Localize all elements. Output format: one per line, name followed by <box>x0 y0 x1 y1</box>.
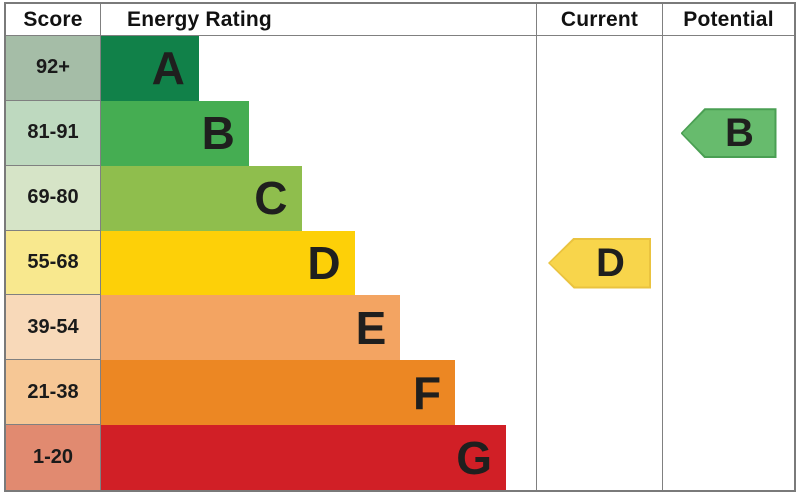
band-row-c: 69-80 C <box>6 165 794 231</box>
potential-cell-b: B <box>662 100 794 166</box>
epc-energy-rating-chart: Score Energy Rating Current Potential 92… <box>4 2 796 492</box>
current-cell-e <box>536 295 662 361</box>
energy-rating-column-header: Energy Rating <box>100 4 536 36</box>
potential-cell-f <box>662 360 794 426</box>
band-letter-f: F <box>412 366 442 419</box>
rating-bar-g: G <box>101 425 506 491</box>
current-cell-a <box>536 36 662 101</box>
potential-rating-arrow: B <box>680 108 777 159</box>
energy-cell-e: E <box>100 295 536 361</box>
band-letter-g: G <box>456 431 492 484</box>
potential-cell-d <box>662 230 794 296</box>
score-column-header: Score <box>6 4 100 36</box>
energy-cell-b: B <box>100 100 536 166</box>
current-cell-f <box>536 360 662 426</box>
band-row-d: 55-68 D D <box>6 230 794 296</box>
energy-cell-f: F <box>100 360 536 426</box>
rating-bar-d: D <box>101 230 355 296</box>
score-range-d: 55-68 <box>6 230 100 296</box>
potential-arrow-body: B <box>682 110 775 157</box>
band-row-g: 1-20 G <box>6 425 794 491</box>
current-rating-arrow: D <box>548 237 651 289</box>
band-row-b: 81-91 B B <box>6 100 794 166</box>
energy-cell-c: C <box>100 165 536 231</box>
energy-cell-a: A <box>100 36 536 101</box>
potential-rating-letter: B <box>725 111 754 156</box>
rating-bands-body: 92+ A 81-91 B B 69-80 C 55-68 D D 39-54 E 21-38 F 1-20… <box>6 36 794 491</box>
energy-cell-d: D <box>100 230 536 296</box>
band-row-f: 21-38 F <box>6 360 794 426</box>
band-letter-d: D <box>307 237 341 289</box>
potential-column-header: Potential <box>662 4 794 36</box>
band-row-e: 39-54 E <box>6 295 794 361</box>
score-range-a: 92+ <box>6 36 100 101</box>
band-letter-b: B <box>201 107 235 160</box>
band-letter-a: A <box>151 42 185 95</box>
current-arrow-body: D <box>550 239 649 287</box>
potential-cell-c <box>662 165 794 231</box>
current-cell-c <box>536 165 662 231</box>
rating-bar-b: B <box>101 100 249 166</box>
rating-bar-a: A <box>101 36 199 101</box>
current-cell-g <box>536 425 662 491</box>
current-cell-d: D <box>536 230 662 296</box>
current-rating-letter: D <box>596 241 625 285</box>
rating-bar-e: E <box>101 295 401 361</box>
score-range-e: 39-54 <box>6 295 100 361</box>
energy-cell-g: G <box>100 425 536 491</box>
potential-cell-g <box>662 425 794 491</box>
band-row-a: 92+ A <box>6 36 794 101</box>
score-range-c: 69-80 <box>6 165 100 231</box>
score-range-b: 81-91 <box>6 100 100 166</box>
band-letter-e: E <box>355 301 387 354</box>
header-row: Score Energy Rating Current Potential <box>6 4 794 36</box>
current-column-header: Current <box>536 4 662 36</box>
score-range-g: 1-20 <box>6 425 100 491</box>
rating-bar-c: C <box>101 165 302 231</box>
current-cell-b <box>536 100 662 166</box>
potential-cell-e <box>662 295 794 361</box>
rating-bar-f: F <box>101 360 456 426</box>
band-letter-c: C <box>254 172 288 225</box>
potential-cell-a <box>662 36 794 101</box>
score-range-f: 21-38 <box>6 360 100 426</box>
